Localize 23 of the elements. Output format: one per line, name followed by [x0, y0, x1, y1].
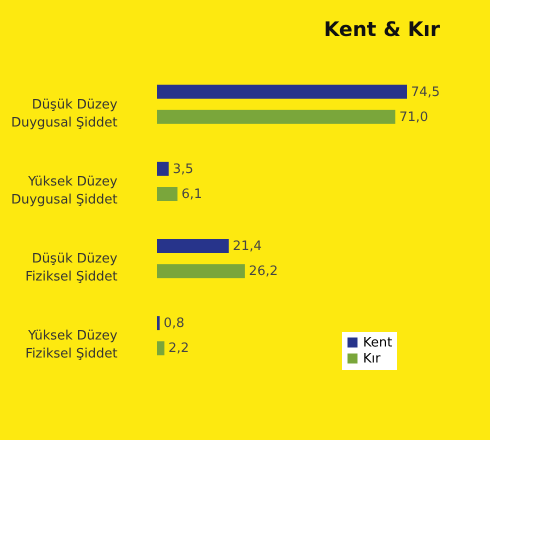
bar	[157, 162, 169, 176]
data-label: 3,5	[172, 162, 194, 177]
y-tick-label: Yüksek Düzey Duygusal Şiddet	[11, 174, 118, 208]
data-label: 26,2	[248, 264, 278, 280]
data-label: 21,4	[232, 238, 262, 254]
data-label: 2,2	[168, 341, 190, 356]
bar	[157, 341, 164, 356]
bar	[157, 316, 160, 330]
bar	[157, 187, 178, 202]
data-label: 74,5	[411, 84, 440, 100]
bar	[157, 110, 396, 124]
bar	[157, 84, 407, 99]
data-label: 0,8	[164, 316, 184, 332]
bar	[157, 238, 229, 253]
chart-title: Kent & Kır	[324, 17, 440, 41]
bar	[157, 264, 245, 278]
y-tick-label: Düşük Düzey Fiziksel Şiddet	[25, 252, 118, 285]
data-label: 6,1	[181, 187, 202, 202]
y-tick-label: Düşük Düzey Duygusal Şiddet	[11, 97, 118, 130]
data-label: 71,0	[399, 110, 428, 125]
legend-label: Kent	[363, 336, 392, 350]
legend-label: Kır	[363, 352, 382, 366]
y-tick-label: Yüksek Düzey Fiziksel Şiddet	[25, 328, 118, 362]
